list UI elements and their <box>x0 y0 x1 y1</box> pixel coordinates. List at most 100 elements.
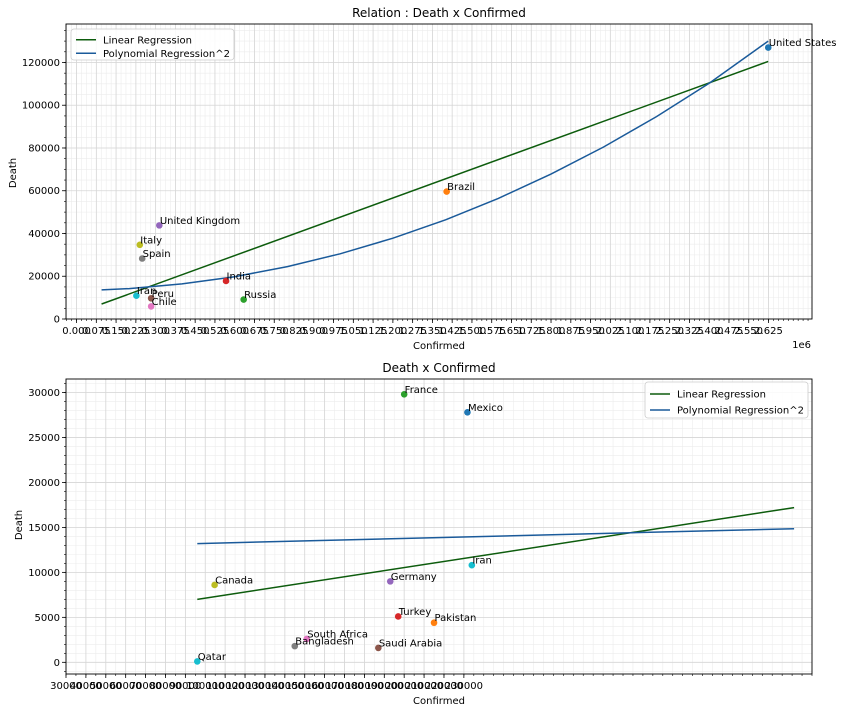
data-label-india: India <box>227 271 252 282</box>
x-tick-label: 0.975 <box>319 326 348 337</box>
data-point-south-africa <box>303 635 311 643</box>
data-points: France Mexico Iran Germany Canada TurkeyPakis… <box>193 385 503 665</box>
x-tick-label: 170000 <box>325 681 363 692</box>
x-tick-label: 110000 <box>206 681 244 692</box>
y-axis-label: Death <box>14 510 25 540</box>
x-tick-label: 2.400 <box>695 326 724 337</box>
data-label-iran: Iran <box>472 556 492 567</box>
data-point-germany <box>386 578 394 585</box>
x-tick-label: 0.675 <box>240 326 269 337</box>
x-tick-label: 2.475 <box>715 326 744 337</box>
x-tick-label: 0.300 <box>141 326 170 337</box>
x-tick-label: 2.550 <box>734 326 763 337</box>
legend-entry-linear-regression: Linear Regression <box>103 35 192 46</box>
data-label-canada: Canada <box>215 575 253 586</box>
x-tick-label: 0.450 <box>181 326 210 337</box>
data-point-france <box>400 390 408 398</box>
x-tick-label: 0.525 <box>201 326 230 337</box>
grid <box>65 379 813 674</box>
data-point-united-kingdom <box>156 222 163 229</box>
x-tick-label: 150000 <box>286 681 324 692</box>
x-tick-label: 50000 <box>90 681 122 692</box>
x-tick-label: 1.575 <box>477 326 506 337</box>
regression-lines <box>101 40 769 305</box>
y-tick-label: 120000 <box>22 58 60 69</box>
x-tick-label: 2.625 <box>754 326 783 337</box>
x-tick-label: 2.175 <box>636 326 665 337</box>
data-point-canada <box>211 581 218 589</box>
data-point-peru <box>147 294 155 302</box>
x-tick-label: 1.275 <box>398 326 427 337</box>
y-axis-ticks: 0 20000 40000 60000 80000 100000 120000 <box>22 30 66 326</box>
x-axis-ticks: 0.0000.0750.1500.2250.3000.3750.4500.525… <box>62 319 809 337</box>
x-tick-label: 1.050 <box>339 326 368 337</box>
x-tick-label: 0.750 <box>260 326 289 337</box>
data-label-pakistan: Pakistan <box>435 613 477 624</box>
x-tick-label: 210000 <box>405 681 443 692</box>
x-tick-label: 0.000 <box>62 326 91 337</box>
data-point-italy <box>136 241 144 249</box>
y-tick-label: 15000 <box>28 523 60 534</box>
y-axis-label: Death <box>8 158 19 188</box>
x-tick-label: 2.025 <box>596 326 625 337</box>
y-tick-label: 10000 <box>28 568 60 579</box>
x-tick-label: 90000 <box>169 681 201 692</box>
x-tick-label: 230000 <box>445 681 483 692</box>
x-tick-label: 1.650 <box>497 326 526 337</box>
x-tick-label: 190000 <box>365 681 403 692</box>
series-line-polynomial-regression-2 <box>197 527 795 545</box>
axes-frame <box>65 378 813 675</box>
x-tick-label: 80000 <box>150 681 182 692</box>
x-tick-label: 200000 <box>385 681 423 692</box>
x-tick-label: 1.725 <box>517 326 546 337</box>
x-tick-label: 1.875 <box>556 326 585 337</box>
x-tick-label: 1.125 <box>359 326 388 337</box>
chart-title: Death x Confirmed <box>382 361 495 375</box>
x-tick-label: 1.350 <box>418 326 447 337</box>
grid <box>66 24 812 320</box>
y-tick-label: 40000 <box>28 229 60 240</box>
series-line-linear-regression <box>101 60 769 305</box>
x-axis-offset-label: 1e6 <box>792 340 811 351</box>
data-point-bangladesh <box>291 642 299 650</box>
data-point-iran <box>133 292 140 299</box>
y-tick-label: 20000 <box>28 272 60 283</box>
x-tick-label: 0.075 <box>82 326 111 337</box>
y-tick-label: 0 <box>54 315 60 326</box>
legend: Linear Regression Polynomial Regression^2 <box>70 28 235 61</box>
data-point-united-states <box>764 44 772 51</box>
data-point-saudi-arabia <box>375 644 382 652</box>
data-point-turkey <box>394 613 402 620</box>
data-label-peru: Peru <box>152 289 174 300</box>
data-point-russia <box>240 296 247 303</box>
x-tick-label: 0.225 <box>122 326 151 337</box>
data-label-united-states: United States <box>769 38 837 49</box>
chart-title: Relation : Death x Confirmed <box>352 6 526 20</box>
data-label-saudi-arabia: Saudi Arabia <box>379 638 442 649</box>
plot-frame <box>65 378 813 675</box>
data-point-mexico <box>464 408 471 416</box>
x-tick-label: 100000 <box>186 681 224 692</box>
data-label-brazil: Brazil <box>447 182 475 193</box>
data-point-india <box>222 277 230 285</box>
x-tick-label: 2.325 <box>675 326 704 337</box>
x-tick-label: 2.250 <box>655 326 684 337</box>
data-point-chile <box>147 303 155 310</box>
x-tick-label: 1.950 <box>576 326 605 337</box>
x-tick-label: 0.375 <box>161 326 190 337</box>
data-label-bangladesh: Bangladesh <box>295 637 354 648</box>
x-tick-label: 1.425 <box>438 326 467 337</box>
data-label-iran: Iran <box>137 286 157 297</box>
x-tick-label: 0.900 <box>299 326 328 337</box>
data-label-italy: Italy <box>140 235 162 246</box>
plot-frame <box>65 23 813 320</box>
data-point-qatar <box>193 658 201 665</box>
x-tick-label: 0.825 <box>280 326 309 337</box>
y-tick-label: 100000 <box>22 101 60 112</box>
x-tick-label: 1.800 <box>537 326 566 337</box>
legend-entry-polynomial-regression-2: Polynomial Regression^2 <box>103 49 230 60</box>
data-label-turkey: Turkey <box>398 607 432 618</box>
x-tick-label: 130000 <box>246 681 284 692</box>
data-points: United States Brazil United Kingdom Italy Sp… <box>133 38 836 310</box>
